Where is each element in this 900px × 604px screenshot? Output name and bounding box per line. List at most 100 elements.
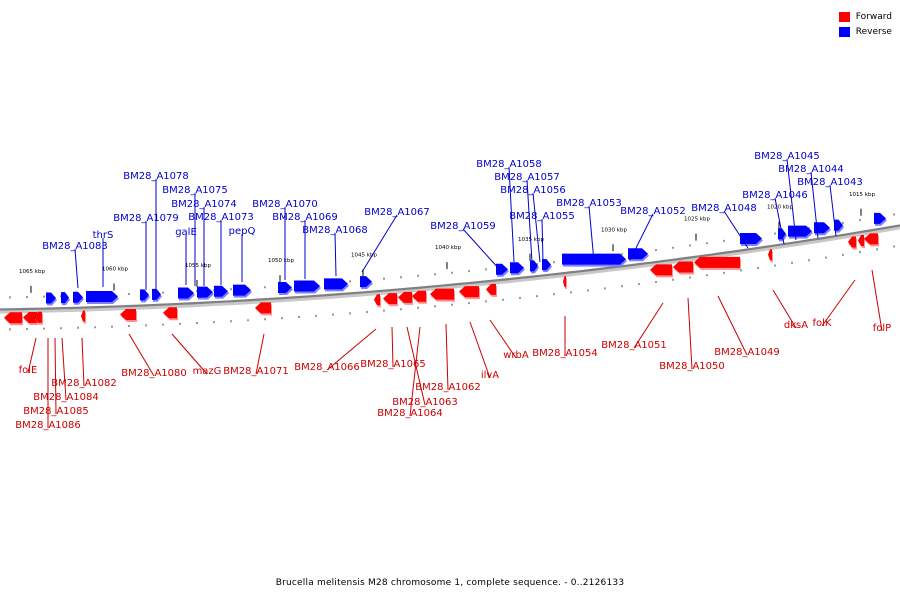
reverse-gene-arrow bbox=[628, 248, 648, 260]
forward-gene-arrow bbox=[120, 309, 136, 321]
reverse-gene-label: BM28_A1069 bbox=[272, 212, 338, 223]
forward-gene-arrow bbox=[768, 249, 772, 261]
reverse-gene-label: BM28_A1074 bbox=[171, 199, 237, 210]
reverse-gene-label: BM28_A1057 bbox=[494, 172, 560, 183]
backbone-shadow bbox=[0, 225, 900, 314]
reverse-gene-label: BM28_A1070 bbox=[252, 199, 318, 210]
reverse-gene-label-leader bbox=[629, 213, 654, 261]
forward-gene-label: BM28_A1051 bbox=[601, 340, 667, 351]
forward-gene-label-leader bbox=[27, 337, 37, 374]
reverse-gene-arrow bbox=[214, 285, 228, 297]
forward-gene-label: BM28_A1065 bbox=[360, 359, 426, 370]
reverse-gene-label-leader bbox=[810, 171, 819, 239]
forward-gene-label: folK bbox=[813, 318, 832, 329]
forward-gene-label: wrbA bbox=[503, 350, 529, 361]
forward-gene-label: dksA bbox=[784, 320, 808, 331]
reverse-gene-arrow bbox=[278, 281, 292, 293]
forward-gene-arrow bbox=[23, 311, 37, 323]
reverse-gene-label: BM28_A1056 bbox=[500, 185, 566, 196]
backbone-line bbox=[0, 224, 900, 311]
forward-gene-arrow bbox=[34, 311, 42, 323]
forward-gene-arrow bbox=[858, 234, 864, 246]
reverse-gene-label: BM28_A1052 bbox=[620, 206, 686, 217]
reverse-gene-label: BM28_A1044 bbox=[778, 164, 844, 175]
legend-reverse: Reverse bbox=[838, 24, 892, 39]
scale-label: 1055 kbp bbox=[185, 263, 211, 269]
forward-gene-label-leader bbox=[128, 333, 155, 377]
forward-gene-arrow bbox=[864, 233, 878, 245]
forward-gene-label-leader bbox=[717, 295, 748, 356]
forward-gene-label: BM28_A1082 bbox=[51, 378, 117, 389]
reverse-gene-arrow bbox=[178, 287, 194, 299]
scale-label: 1040 kbp bbox=[435, 245, 461, 251]
reverse-gene-label-leader bbox=[462, 228, 501, 271]
forward-gene-label-leader bbox=[445, 323, 449, 391]
forward-gene-arrow bbox=[412, 290, 426, 302]
forward-gene-label-leader bbox=[326, 328, 377, 371]
scale-label: 1045 kbp bbox=[351, 252, 377, 258]
forward-gene-arrow bbox=[486, 283, 496, 295]
forward-gene-label-leader bbox=[489, 319, 517, 359]
reverse-gene-label: BM28_A1083 bbox=[42, 241, 108, 252]
reverse-gene-label: BM28_A1055 bbox=[509, 211, 575, 222]
reverse-gene-label-leader bbox=[541, 218, 544, 263]
forward-gene-label-leader bbox=[772, 289, 797, 329]
forward-gene-label: BM28_A1050 bbox=[659, 361, 725, 372]
scale-label: 1050 kbp bbox=[268, 258, 294, 264]
forward-gene-arrow bbox=[81, 310, 85, 322]
reverse-gene-label: BM28_A1073 bbox=[188, 212, 254, 223]
reverse-gene-label: BM28_A1045 bbox=[754, 151, 820, 162]
reverse-swatch bbox=[838, 26, 850, 37]
forward-gene-arrow bbox=[374, 294, 380, 306]
reverse-gene-arrow bbox=[740, 232, 762, 244]
forward-gene-arrow bbox=[163, 307, 177, 319]
reverse-gene-arrow bbox=[542, 259, 551, 271]
forward-gene-arrow bbox=[650, 264, 672, 276]
scale-label: 1030 kbp bbox=[601, 227, 627, 233]
reverse-gene-label: pepQ bbox=[229, 226, 256, 237]
forward-gene-label: BM28_A1064 bbox=[377, 408, 443, 419]
reverse-gene-arrow bbox=[73, 291, 83, 303]
forward-gene-label: BM28_A1084 bbox=[33, 392, 99, 403]
forward-gene-label: BM28_A1063 bbox=[392, 397, 458, 408]
reverse-gene-arrow bbox=[140, 289, 149, 301]
forward-gene-label: BM28_A1054 bbox=[532, 348, 598, 359]
forward-gene-arrow bbox=[398, 291, 412, 303]
reverse-gene-arrow bbox=[874, 212, 886, 224]
reverse-gene-label: BM28_A1048 bbox=[691, 203, 757, 214]
forward-gene-arrow bbox=[383, 293, 397, 305]
forward-gene-label-leader bbox=[409, 326, 421, 417]
forward-gene-label: BM28_A1071 bbox=[223, 366, 289, 377]
forward-gene-label: BM28_A1086 bbox=[15, 420, 81, 431]
forward-swatch bbox=[838, 11, 850, 22]
reverse-gene-label-leader bbox=[588, 205, 595, 263]
forward-gene-arrow bbox=[255, 302, 271, 314]
reverse-gene-arrow bbox=[152, 288, 161, 300]
forward-gene-label: BM28_A1080 bbox=[121, 368, 187, 379]
forward-gene-arrow bbox=[4, 312, 22, 324]
reverse-gene-label: BM28_A1067 bbox=[364, 207, 430, 218]
forward-gene-arrow bbox=[459, 286, 479, 298]
reverse-gene-label: BM28_A1075 bbox=[162, 185, 228, 196]
reverse-gene-label-leader bbox=[532, 192, 541, 263]
reverse-gene-arrow bbox=[294, 280, 320, 292]
reverse-gene-label-leader bbox=[829, 184, 837, 237]
reverse-gene-label-leader bbox=[526, 179, 533, 263]
forward-gene-label-leader bbox=[81, 337, 85, 387]
scale-label: 1025 kbp bbox=[684, 217, 710, 223]
reverse-gene-label: thrS bbox=[93, 230, 114, 241]
forward-gene-label-leader bbox=[61, 337, 67, 401]
reverse-gene-label-leader bbox=[361, 214, 398, 273]
reverse-gene-label: BM28_A1053 bbox=[556, 198, 622, 209]
forward-gene-arrow bbox=[673, 261, 693, 273]
reverse-gene-arrow bbox=[61, 292, 69, 304]
map-caption: Brucella melitensis M28 chromosome 1, co… bbox=[275, 578, 625, 588]
reverse-gene-label: BM28_A1046 bbox=[742, 190, 808, 201]
reverse-gene-label-leader bbox=[723, 210, 749, 249]
reverse-gene-label-leader bbox=[786, 158, 797, 241]
forward-gene-label-leader bbox=[255, 333, 265, 375]
scale-label: 1015 kbp bbox=[849, 192, 875, 198]
reverse-gene-label-leader bbox=[74, 248, 79, 289]
